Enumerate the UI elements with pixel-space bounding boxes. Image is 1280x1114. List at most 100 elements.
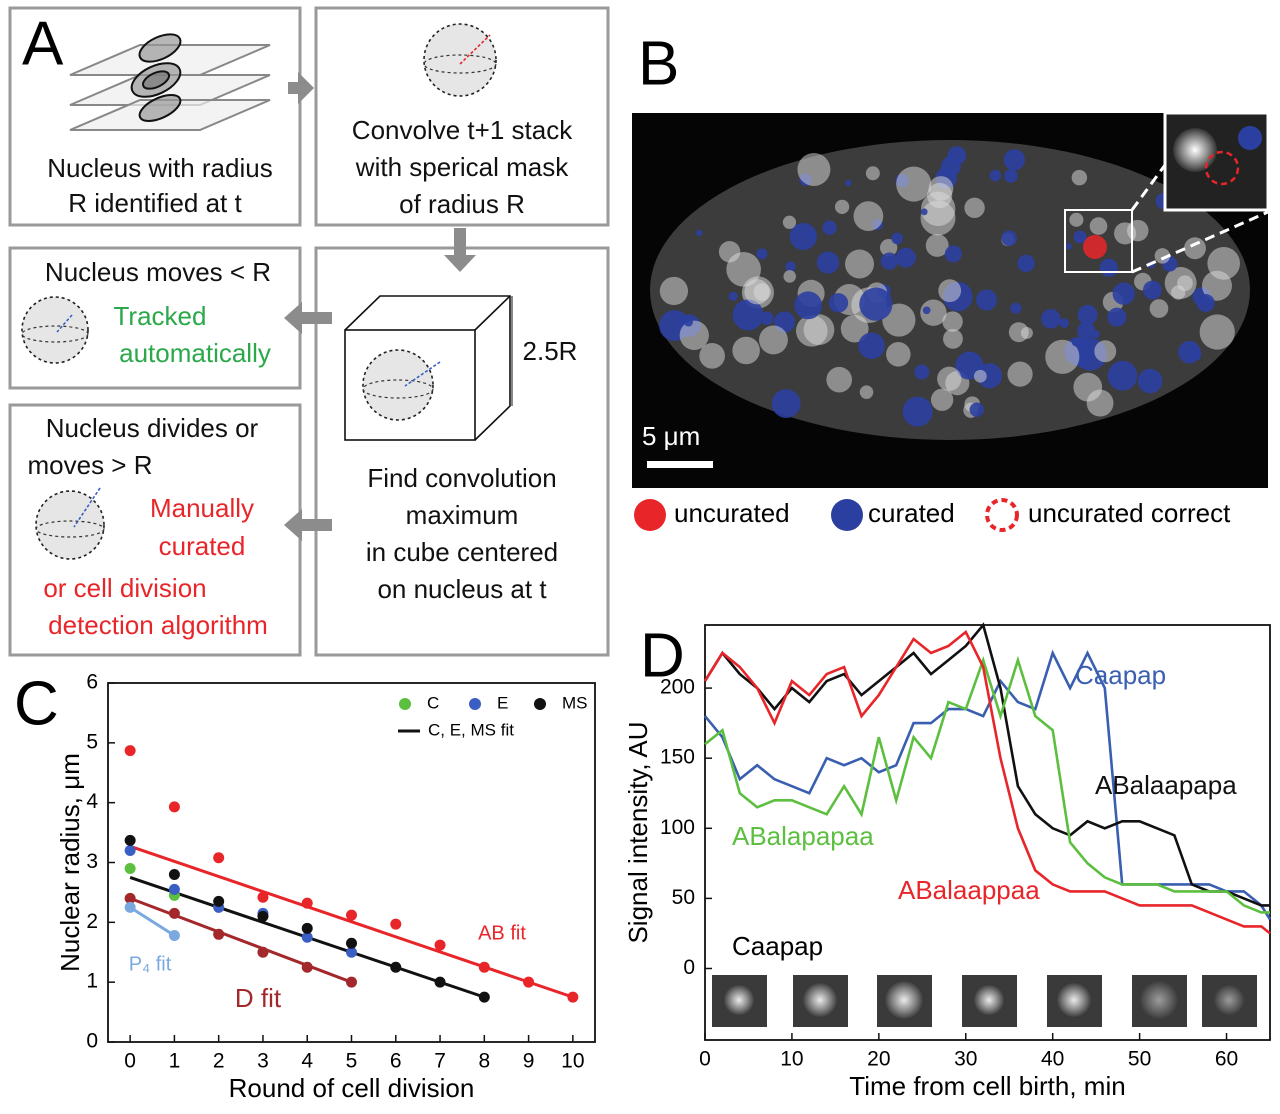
point: [434, 939, 446, 951]
point: [301, 897, 313, 909]
legend-label: C, E, MS fit: [428, 720, 514, 739]
nucleus: [902, 396, 933, 427]
point: [390, 961, 402, 973]
nucleus: [944, 245, 962, 263]
legend-label: MS: [562, 693, 588, 712]
thumbnail-label: Caapap: [732, 931, 823, 961]
x-tick-label: 50: [1128, 1048, 1151, 1071]
x-tick-label: 1: [169, 1050, 181, 1073]
y-tick-label: 200: [660, 676, 695, 699]
nucleus: [732, 336, 760, 365]
nucleus: [840, 314, 869, 343]
nucleus: [1071, 337, 1081, 347]
nucleus: [1107, 360, 1138, 391]
nucleus: [922, 306, 931, 315]
legend-swatch: [399, 698, 411, 710]
nucleus: [1003, 149, 1026, 171]
nucleus: [826, 366, 852, 393]
x-tick-label: 6: [390, 1050, 402, 1073]
nucleus: [976, 363, 1003, 389]
point: [346, 976, 357, 988]
text: Tracked: [114, 301, 207, 331]
nucleus: [845, 179, 852, 187]
y-tick-label: 5: [86, 730, 98, 753]
point: [301, 961, 313, 973]
move-arrow: [404, 361, 441, 387]
nucleus: [976, 289, 998, 311]
nucleus: [925, 234, 949, 257]
nucleus: [744, 279, 770, 305]
legend-label: uncurated correct: [1028, 498, 1231, 528]
thumbnail-nucleus: [723, 984, 755, 1016]
legend-label: uncurated: [674, 498, 790, 528]
series-line: [703, 622, 1270, 907]
x-tick-label: 3: [257, 1050, 269, 1073]
x-tick-label: 30: [954, 1048, 977, 1071]
nucleus: [1149, 299, 1169, 318]
move-arrow: [73, 487, 101, 528]
x-tick-label: 10: [780, 1048, 803, 1071]
nucleus: [696, 229, 703, 237]
fit-label: AB fit: [478, 922, 526, 944]
radius-arrow: [459, 34, 491, 65]
scale-label: 5 μm: [642, 421, 700, 451]
text: with sperical mask: [355, 152, 569, 182]
chart-d: 0 10 20 30 40 50 60 0 50 100 150 200 Time from cell …: [623, 621, 1272, 1101]
legend-label: E: [497, 693, 508, 712]
point: [257, 910, 269, 922]
text: of radius R: [399, 189, 525, 219]
sphere: [21, 296, 89, 364]
nucleus: [1199, 314, 1235, 350]
y-tick-label: 4: [86, 790, 98, 813]
equator: [423, 54, 497, 74]
nucleus: [828, 293, 849, 313]
y-tick-label: 6: [86, 671, 98, 694]
x-tick-label: 40: [1041, 1048, 1064, 1071]
legend-swatch: [534, 698, 546, 710]
point: [124, 901, 136, 913]
nucleus: [1184, 237, 1206, 260]
nucleus: [771, 389, 801, 418]
nucleus: [969, 402, 985, 418]
nucleus: [1171, 285, 1186, 300]
nucleus: [1112, 282, 1135, 305]
nucleus: [797, 153, 831, 187]
nucleus: [756, 248, 768, 260]
legend-swatch: [634, 499, 666, 531]
nucleus: [1041, 309, 1061, 329]
thumbnail-nucleus: [1056, 982, 1092, 1018]
nucleus: [1091, 330, 1100, 339]
arrow: [288, 72, 314, 104]
cells: [659, 146, 1241, 427]
nucleus: [1086, 389, 1114, 417]
nucleus: [859, 385, 874, 399]
nucleus: [1154, 248, 1171, 264]
point: [213, 852, 225, 864]
nucleus: [896, 166, 932, 202]
thumbnail-nucleus: [884, 980, 924, 1020]
legend-label: curated: [868, 498, 955, 528]
x-tick-label: 60: [1215, 1048, 1238, 1071]
nucleus: [1071, 169, 1088, 186]
point: [124, 862, 136, 874]
nucleus: [822, 220, 837, 235]
y-axis-label: Signal intensity, AU: [623, 721, 653, 943]
x-tick-label: 20: [867, 1048, 890, 1071]
sphere: [35, 490, 105, 560]
inset-nucleus: [1173, 128, 1217, 172]
point: [390, 918, 402, 930]
arrow: [284, 509, 332, 541]
x-tick-label: 8: [478, 1050, 490, 1073]
nucleus: [1142, 280, 1162, 300]
y-tick-label: 1: [86, 970, 98, 993]
uncurated-mark: [1083, 235, 1107, 259]
y-tick-label: 100: [660, 816, 695, 839]
arrow: [284, 302, 332, 334]
nucleus: [807, 230, 816, 239]
text: automatically: [119, 338, 271, 368]
equator: [362, 379, 434, 399]
text: Manually: [150, 493, 254, 523]
text: Nucleus moves < R: [45, 257, 271, 287]
